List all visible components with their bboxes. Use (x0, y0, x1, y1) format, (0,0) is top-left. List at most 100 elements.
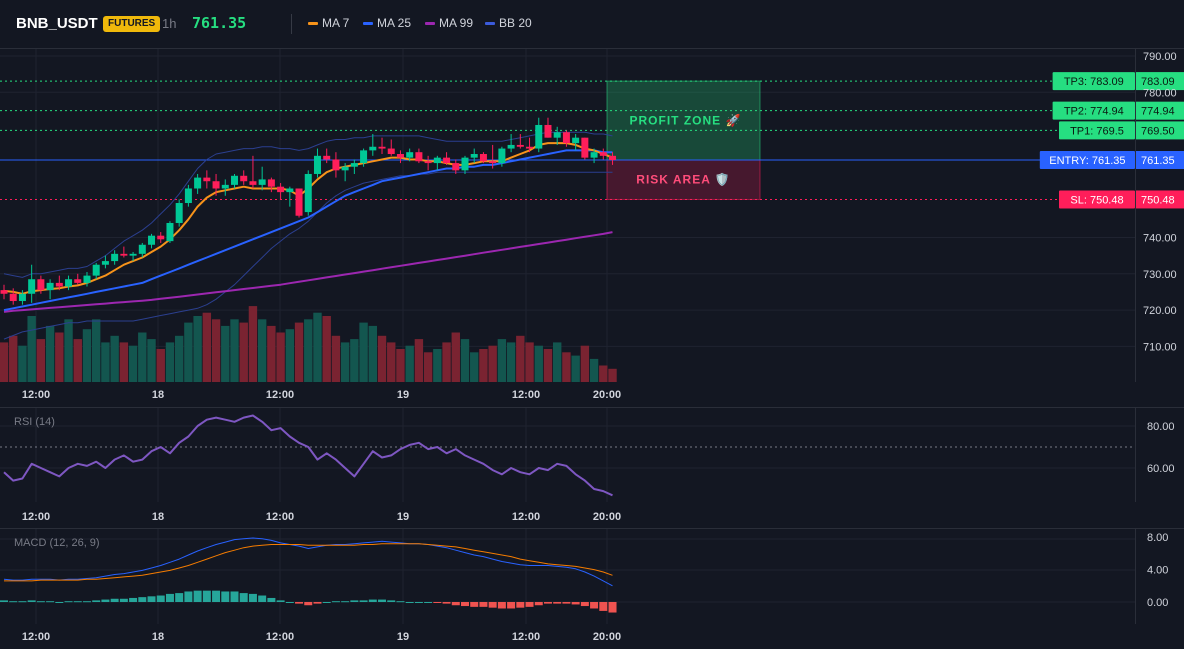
candle-body (369, 146, 377, 151)
volume-bar (414, 339, 424, 382)
risk-zone (606, 159, 761, 200)
macd-hist-bar (359, 600, 368, 602)
time-tick: 20:00 (593, 511, 621, 523)
macd-hist-bar (525, 602, 534, 607)
price-tick: 710.00 (1143, 341, 1177, 353)
candle-body (295, 188, 303, 216)
volume-bar (276, 332, 285, 382)
macd-hist-bar (507, 602, 516, 609)
macd-hist-bar (322, 602, 331, 603)
legend-ma99[interactable]: MA 99 (425, 16, 473, 30)
rsi-tick: 60.00 (1147, 463, 1175, 475)
macd-hist-bar (433, 602, 442, 603)
candle-body (138, 244, 146, 254)
macd-hist-bar (110, 598, 119, 602)
volume-bar (460, 339, 470, 382)
volume-bar (156, 349, 165, 382)
legend-ma25[interactable]: MA 25 (363, 16, 411, 30)
time-tick: 12:00 (512, 631, 540, 643)
macd-hist-bar (267, 597, 276, 602)
ma99-line (3, 231, 613, 313)
candle-body (258, 179, 266, 185)
candle-body (277, 186, 285, 193)
price-axis[interactable]: 790.00 780.00 740.00 730.00 720.00 710.00 80.0… (1143, 51, 1177, 609)
time-tick: 12:00 (22, 389, 50, 401)
level-tag-entry (1039, 150, 1135, 169)
candle-body (360, 150, 368, 164)
volume-bar (599, 365, 608, 382)
volume-bar (377, 335, 387, 382)
macd-hist-bar (442, 602, 451, 604)
volume-bar (571, 355, 580, 382)
macd-hist-bar (212, 590, 221, 602)
volume-bar (497, 339, 507, 382)
candle-body (433, 157, 441, 164)
profit-zone (606, 80, 761, 161)
level-label-tp2: TP2: 774.94 (1064, 106, 1124, 118)
candle-body (203, 177, 211, 182)
macd-hist-bar (516, 602, 525, 608)
legend-swatch (308, 22, 318, 26)
volume-bar (405, 345, 414, 382)
trade-zones (606, 80, 761, 200)
price-tag-tp1 (1136, 121, 1184, 140)
macd-hist-bar (488, 602, 497, 608)
candle-body (424, 161, 432, 164)
volume-bar (184, 322, 193, 382)
macd-tick: 8.00 (1147, 532, 1168, 544)
legend-ma7[interactable]: MA 7 (308, 16, 349, 30)
signal-line (4, 543, 613, 582)
rsi-line (3, 414, 613, 497)
candle-body (479, 154, 487, 162)
price-tick: 780.00 (1143, 87, 1177, 99)
candle-body (129, 253, 137, 256)
candle-body (341, 166, 349, 171)
macd-hist-bar (258, 595, 267, 602)
candle-body (9, 293, 17, 302)
time-tick: 20:00 (593, 389, 621, 401)
symbol-label[interactable]: BNB_USDT (16, 15, 98, 32)
candle-body (120, 253, 128, 256)
macd-line (3, 537, 613, 587)
volume-bar (331, 335, 341, 382)
macd-hist-bar (553, 602, 562, 604)
candle-body (332, 159, 340, 171)
macd-tick: 4.00 (1147, 565, 1168, 577)
legend-bb20[interactable]: BB 20 (485, 16, 532, 30)
candle-body (37, 279, 45, 291)
volume-bar (119, 342, 129, 382)
rsi-pane: RSI (14) (3, 414, 613, 497)
level-tag-sl (1059, 190, 1135, 209)
volume-bar (138, 332, 147, 382)
ma25-line (3, 149, 613, 312)
volume-bar (543, 349, 553, 382)
macd-title: MACD (12, 26, 9) (14, 537, 100, 549)
macd-hist-bar (571, 602, 580, 605)
volume-bar (423, 352, 433, 382)
candle-body (396, 154, 404, 158)
candle-body (166, 222, 174, 242)
macd-hist-bar (147, 596, 156, 602)
volume-bar (211, 319, 221, 382)
volume-bar (525, 342, 534, 382)
volume-bar (340, 342, 350, 382)
macd-hist-bar (304, 602, 313, 606)
macd-hist-bar (580, 602, 589, 607)
candle-body (111, 253, 119, 262)
timeframe-label[interactable]: 1h (162, 16, 177, 31)
level-tags: TP3: 783.09 783.09 TP2: 774.94 774.94 TP1: 7… (1039, 72, 1184, 209)
legend-label: BB 20 (499, 16, 532, 30)
candle-body (507, 144, 515, 149)
macd-hist-bar (221, 591, 230, 602)
candle-body (0, 290, 8, 294)
macd-hist-bar (378, 599, 387, 602)
volume-bar (267, 325, 276, 382)
volume-bar (45, 325, 55, 382)
volume-bar (82, 329, 92, 382)
time-tick: 19 (397, 631, 409, 643)
trade-levels (0, 80, 1135, 200)
level-tag-tp1 (1059, 121, 1135, 140)
macd-hist-bar (387, 600, 396, 602)
candle-body (378, 146, 386, 149)
